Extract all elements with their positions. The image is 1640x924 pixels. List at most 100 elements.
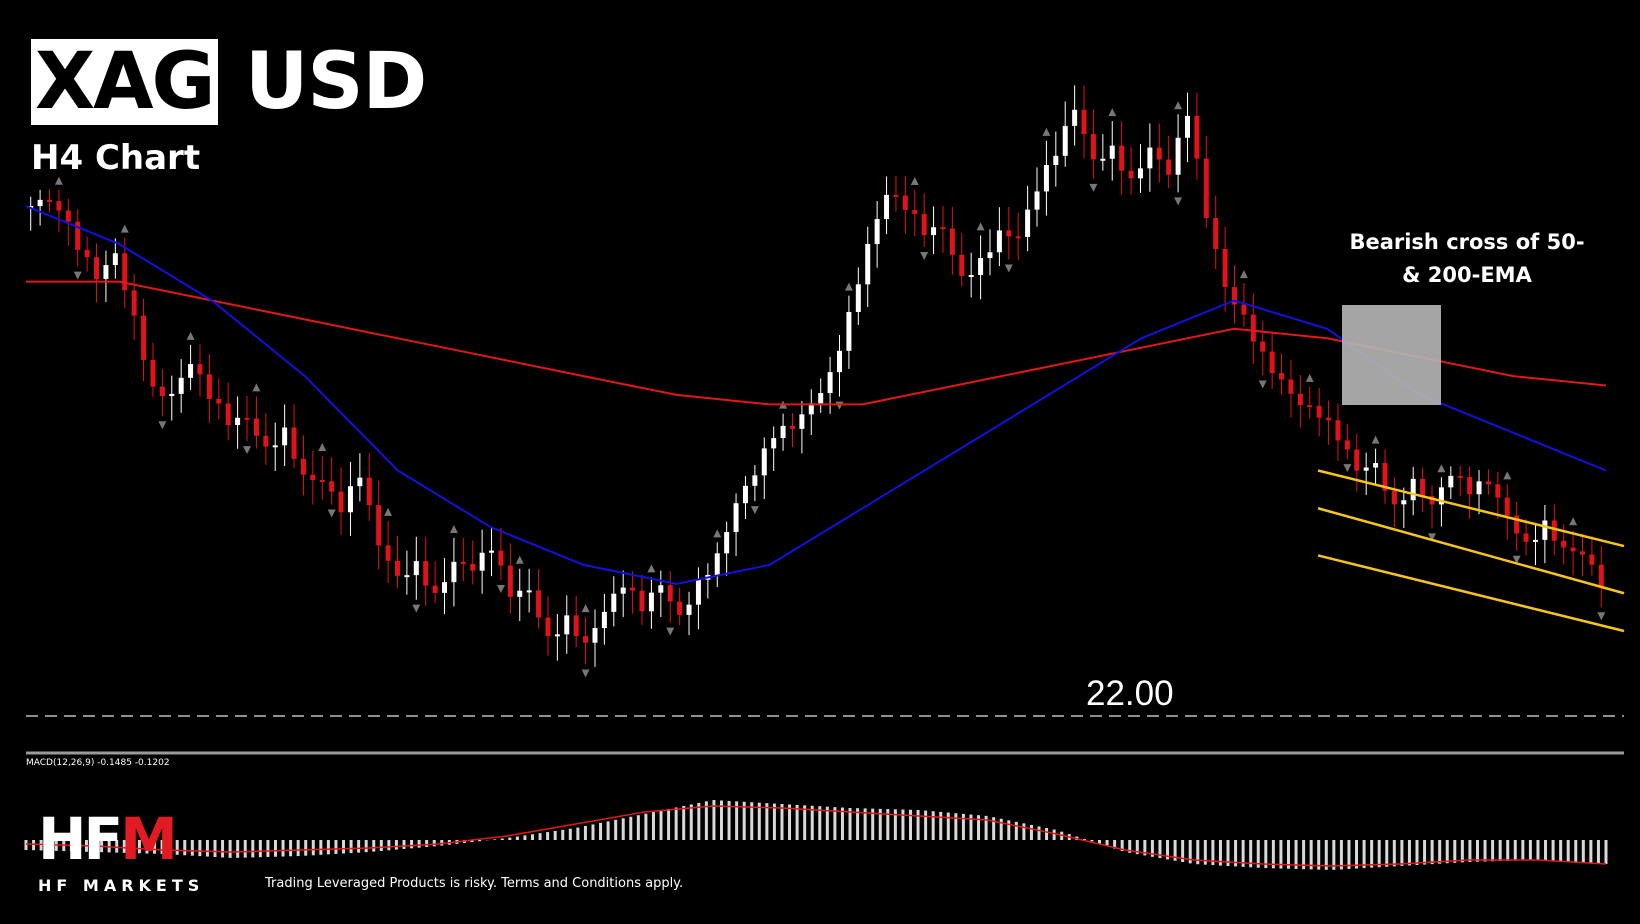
candle-body — [1401, 500, 1407, 505]
candle-body — [799, 414, 805, 429]
candle-body — [968, 275, 974, 278]
candle-body — [1043, 165, 1049, 192]
fractal-up-arrow — [1437, 464, 1446, 473]
candle-body — [592, 628, 598, 643]
candle-body — [1260, 341, 1266, 352]
candle-body — [1485, 481, 1491, 485]
candle-body — [1297, 393, 1303, 406]
fractal-up-arrow — [647, 564, 656, 573]
candle-body — [1166, 159, 1172, 175]
timeframe-label: H4 Chart — [31, 138, 201, 178]
candle-body — [1326, 417, 1332, 421]
candle-body — [291, 427, 297, 459]
candle-body — [479, 552, 485, 571]
candle-body — [1137, 168, 1143, 179]
candle-body — [1072, 109, 1078, 126]
fractal-down-arrow — [1258, 380, 1267, 389]
fractal-up-arrow — [713, 529, 722, 538]
fractal-up-arrow — [384, 507, 393, 516]
candle-body — [47, 199, 53, 202]
candle-body — [893, 194, 899, 197]
candle-body — [1495, 484, 1501, 498]
fractal-up-arrow — [515, 555, 524, 564]
candle-body — [65, 210, 71, 222]
candle-body — [1232, 287, 1238, 305]
candle-body — [1335, 420, 1341, 441]
candle-body — [442, 582, 448, 593]
fractal-down-arrow — [1343, 464, 1352, 473]
candle-body — [865, 244, 871, 285]
candle-body — [489, 550, 495, 553]
candle-body — [874, 219, 880, 245]
candle-body — [1561, 540, 1567, 548]
candle-body — [122, 253, 128, 291]
candle-body — [1344, 440, 1350, 450]
candle-body — [112, 253, 118, 266]
fractal-down-arrow — [1512, 555, 1521, 564]
candle-body — [75, 221, 81, 250]
candle-body — [423, 561, 429, 586]
fractal-up-arrow — [252, 383, 261, 392]
fractal-up-arrow — [1108, 108, 1117, 117]
candle-body — [959, 254, 965, 277]
risk-disclaimer: Trading Leveraged Products is risky. Ter… — [265, 876, 684, 891]
candle-body — [1279, 373, 1285, 380]
fractal-up-arrow — [1569, 517, 1578, 526]
candle-body — [329, 481, 335, 492]
fractal-down-arrow — [496, 584, 505, 593]
candle-body — [1241, 304, 1247, 315]
fractal-up-arrow — [1503, 471, 1512, 480]
candle-body — [1109, 145, 1115, 159]
candle-body — [150, 359, 156, 387]
candle-body — [996, 230, 1002, 253]
candle-body — [931, 227, 937, 236]
candle-body — [1570, 547, 1576, 552]
candle-body — [141, 315, 147, 360]
fractal-up-arrow — [186, 331, 195, 340]
candle-body — [902, 195, 908, 210]
candle-body — [1119, 145, 1125, 171]
annotation-line-2: & 200-EMA — [1402, 263, 1532, 287]
candle-body — [103, 265, 109, 279]
candle-body — [300, 458, 306, 475]
candle-body — [789, 425, 795, 429]
candle-body — [714, 553, 720, 575]
candle-body — [733, 503, 739, 533]
candle-body — [611, 593, 617, 612]
candle-body — [1081, 109, 1087, 135]
candle-body — [1015, 236, 1021, 239]
candle-body — [1410, 478, 1416, 501]
candle-body — [677, 601, 683, 615]
candle-body — [159, 386, 165, 397]
channel-middle-line — [1317, 507, 1625, 595]
symbol-base-box: XAG — [31, 39, 218, 125]
fractal-up-arrow — [1174, 101, 1183, 110]
fractal-down-arrow — [666, 627, 675, 636]
candle-body — [1542, 520, 1548, 540]
candle-body — [940, 227, 946, 230]
candle-body — [1175, 137, 1181, 175]
candle-body — [272, 445, 278, 448]
candle-body — [517, 590, 523, 597]
candle-body — [357, 477, 363, 487]
candle-body — [827, 372, 833, 394]
candle-body — [197, 364, 203, 375]
candle-body — [188, 364, 194, 378]
fractal-down-arrow — [1089, 183, 1098, 192]
candle-body — [695, 579, 701, 605]
candle-body — [1457, 475, 1463, 478]
candle-body — [639, 590, 645, 612]
candle-body — [432, 585, 438, 593]
candle-body — [263, 435, 269, 447]
annotation-line-1: Bearish cross of 50- — [1349, 230, 1585, 254]
candle-body — [216, 398, 222, 404]
fractal-down-arrow — [73, 271, 82, 280]
candle-body — [1128, 170, 1134, 179]
candle-body — [658, 585, 664, 593]
candle-body — [1448, 475, 1454, 488]
candle-body — [949, 228, 955, 255]
candle-body — [413, 561, 419, 576]
candle-body — [1504, 497, 1510, 516]
candle-body — [912, 209, 918, 214]
candle-body — [376, 505, 382, 546]
